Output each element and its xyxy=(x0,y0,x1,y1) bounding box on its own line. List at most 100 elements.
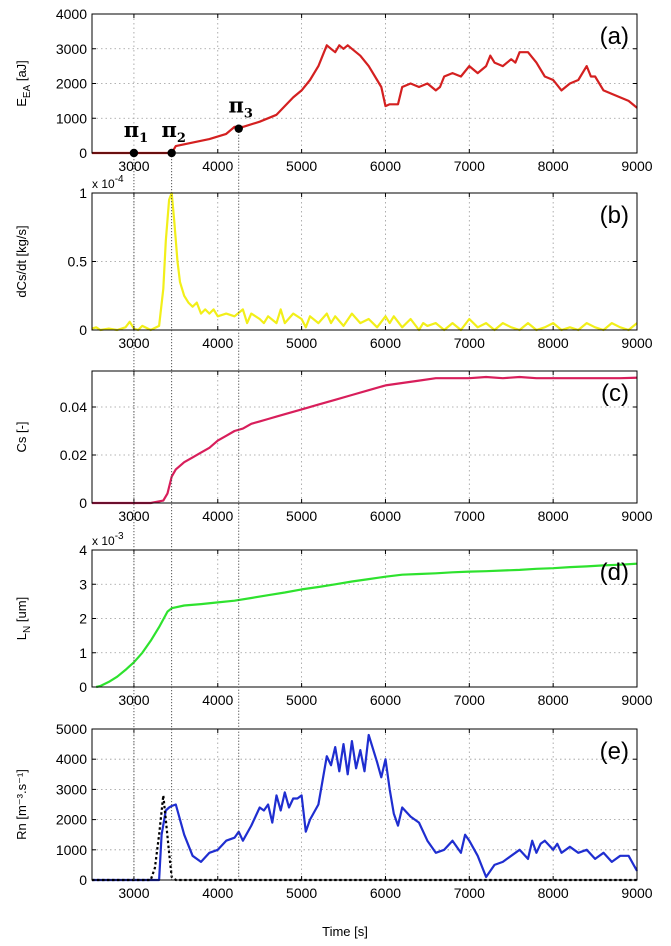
y-axis-label: Rn [m⁻³.s⁻¹] xyxy=(14,769,29,840)
y-axis-label-sub: EA xyxy=(22,84,33,98)
pi-marker-sub: 2 xyxy=(177,131,186,146)
y-axis-label-unit: [um] xyxy=(14,597,29,626)
x-tick-label: 5000 xyxy=(286,508,317,524)
y-axis-label: Cs [-] xyxy=(14,421,29,452)
panels: 3000 4000 5000 6000 7000 8000 9000010002000300… xyxy=(14,6,653,901)
x-tick-label: 9000 xyxy=(621,158,652,174)
x-axis-label: Time [s] xyxy=(322,924,368,939)
pi-marker-dot xyxy=(129,148,139,158)
y-axis-label-main: Rn xyxy=(14,823,29,840)
x-tick-label: 5000 xyxy=(286,692,317,708)
y-axis-label-unit: [-] xyxy=(14,421,29,436)
x-tick-label: 6000 xyxy=(370,158,401,174)
panel-label: (d) xyxy=(600,559,629,586)
x-tick-label: 6000 xyxy=(370,885,401,901)
y-tick-label: 3000 xyxy=(56,781,87,797)
y-tick-label: 1 xyxy=(79,645,87,661)
exponent-label: x 10-4 xyxy=(92,174,124,191)
y-tick-label: 0.5 xyxy=(68,254,88,270)
x-tick-label: 5000 xyxy=(286,335,317,351)
x-tick-label: 3000 xyxy=(118,885,149,901)
pi-marker-symbol: π xyxy=(161,117,176,142)
y-tick-label: 0 xyxy=(79,145,87,161)
y-tick-label: 0.04 xyxy=(60,399,87,415)
y-tick-label: 4000 xyxy=(56,751,87,767)
panel-label: (c) xyxy=(601,380,629,407)
x-tick-label: 6000 xyxy=(370,692,401,708)
exponent-power: -3 xyxy=(115,531,124,542)
y-axis-label-unit: [aJ] xyxy=(14,60,29,85)
x-tick-label: 5000 xyxy=(286,885,317,901)
x-tick-label: 9000 xyxy=(621,692,652,708)
y-tick-label: 2 xyxy=(79,611,87,627)
x-tick-label: 8000 xyxy=(538,335,569,351)
series-line-e-0 xyxy=(92,733,638,882)
series-line-a-0 xyxy=(92,44,638,155)
y-axis-label-main: E xyxy=(14,98,29,107)
pi-marker-sub: 3 xyxy=(244,107,253,122)
y-tick-label: 1000 xyxy=(56,842,87,858)
x-tick-label: 8000 xyxy=(538,508,569,524)
x-tick-label: 4000 xyxy=(202,508,233,524)
x-tick-label: 7000 xyxy=(454,335,485,351)
exponent-power: -4 xyxy=(115,174,124,185)
panel-label: (a) xyxy=(600,23,629,50)
x-tick-label: 7000 xyxy=(454,158,485,174)
y-axis-label: LN [um] xyxy=(14,597,33,640)
pi-marker-label: π1 xyxy=(124,117,148,146)
y-axis-label-main: L xyxy=(14,633,29,640)
x-tick-label: 7000 xyxy=(454,885,485,901)
x-tick-label: 9000 xyxy=(621,508,652,524)
x-tick-label: 5000 xyxy=(286,158,317,174)
pi-marker-symbol: π xyxy=(229,93,244,118)
y-axis-label-main: dCs/dt xyxy=(14,260,29,298)
x-tick-label: 8000 xyxy=(538,692,569,708)
x-tick-label: 4000 xyxy=(202,335,233,351)
y-axis-label: dCs/dt [kg/s] xyxy=(14,225,29,297)
y-axis-label-sub: N xyxy=(22,626,33,633)
y-tick-label: 2000 xyxy=(56,76,87,92)
series-line-c-0 xyxy=(92,375,638,505)
x-tick-label: 6000 xyxy=(370,335,401,351)
y-tick-label: 4000 xyxy=(56,6,87,22)
x-tick-label: 7000 xyxy=(454,692,485,708)
y-tick-label: 2000 xyxy=(56,812,87,828)
pi-marker-label: π3 xyxy=(229,93,253,122)
y-tick-label: 1000 xyxy=(56,110,87,126)
series-line-d-0 xyxy=(95,562,638,689)
x-tick-label: 8000 xyxy=(538,158,569,174)
exponent-label: x 10-3 xyxy=(92,531,124,548)
panel-label: (b) xyxy=(600,202,629,229)
y-axis-label: EEA [aJ] xyxy=(14,60,33,107)
y-axis-label-main: Cs xyxy=(14,436,29,452)
y-axis-label-unit: [m⁻³.s⁻¹] xyxy=(14,769,29,823)
x-tick-label: 9000 xyxy=(621,335,652,351)
y-tick-label: 0 xyxy=(79,322,87,338)
pi-marker-dot xyxy=(234,124,243,133)
axis-frame xyxy=(91,728,638,881)
y-tick-label: 3 xyxy=(79,576,87,592)
pi-marker-symbol: π xyxy=(124,117,139,142)
x-tick-label: 4000 xyxy=(202,692,233,708)
y-tick-label: 0 xyxy=(79,679,87,695)
y-tick-label: 5000 xyxy=(56,721,87,737)
panel-label: (e) xyxy=(600,738,629,765)
y-tick-label: 3000 xyxy=(56,41,87,57)
x-tick-label: 4000 xyxy=(202,158,233,174)
y-tick-label: 0.02 xyxy=(60,447,87,463)
pi-marker-label: π2 xyxy=(161,117,185,146)
panel-a: 3000 4000 5000 6000 7000 8000 9000010002000300… xyxy=(14,6,653,174)
x-tick-label: 8000 xyxy=(538,885,569,901)
series-line-e-1 xyxy=(92,794,637,882)
axis-frame xyxy=(91,370,638,504)
y-tick-label: 0 xyxy=(79,495,87,511)
pi-marker-sub: 1 xyxy=(139,131,148,146)
y-axis-label-unit: [kg/s] xyxy=(14,225,29,260)
y-tick-label: 1 xyxy=(79,185,87,201)
x-tick-label: 9000 xyxy=(621,885,652,901)
panel-e: 3000 4000 5000 6000 7000 8000 9000 0 1000 2000 300… xyxy=(14,721,653,901)
